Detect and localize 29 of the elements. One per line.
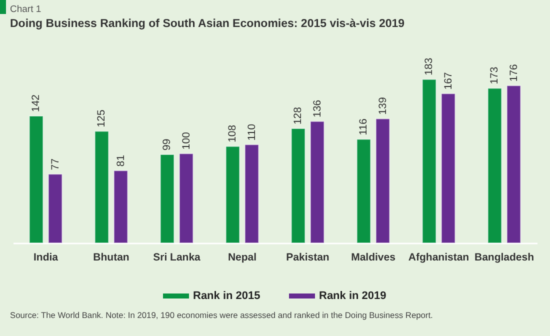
data-label: 125 [96,110,108,128]
data-label: 167 [442,72,454,90]
data-label: 81 [114,154,127,167]
data-label: 136 [311,100,324,118]
x-tick-label: Sri Lanka [153,252,201,264]
legend-label: Rank in 2015 [193,290,260,302]
source-note: Source: The World Bank. Note: In 2019, 190 economies were assessed and ranked in the Doing Business Report. [10,310,433,320]
chart-title: Doing Business Ranking of South Asian Economies: 2015 vis-à-vis 2019 [10,18,405,30]
legend-label: Rank in 2019 [319,290,386,302]
x-tick-label: Afghanistan [408,252,470,264]
x-tick-label: Bangladesh [474,252,534,264]
data-label: 128 [292,106,304,125]
caption: Chart 1 [10,4,42,15]
data-label: 173 [488,66,501,84]
x-tick-label: Pakistan [286,252,330,264]
data-label: 139 [376,97,389,115]
x-tick-label: Bhutan [93,252,130,264]
data-label: 176 [508,64,520,82]
x-tick-label: Nepal [228,252,257,264]
data-label: 108 [226,124,239,142]
x-tick-label: India [33,252,58,264]
data-label: 142 [30,94,42,112]
data-label: 183 [423,58,436,76]
data-label: 100 [180,132,192,150]
data-label: 110 [246,124,258,141]
data-label: 77 [49,158,62,170]
data-label: 99 [161,138,174,150]
x-tick-label: Maldives [351,252,396,264]
data-label: 116 [358,118,370,136]
